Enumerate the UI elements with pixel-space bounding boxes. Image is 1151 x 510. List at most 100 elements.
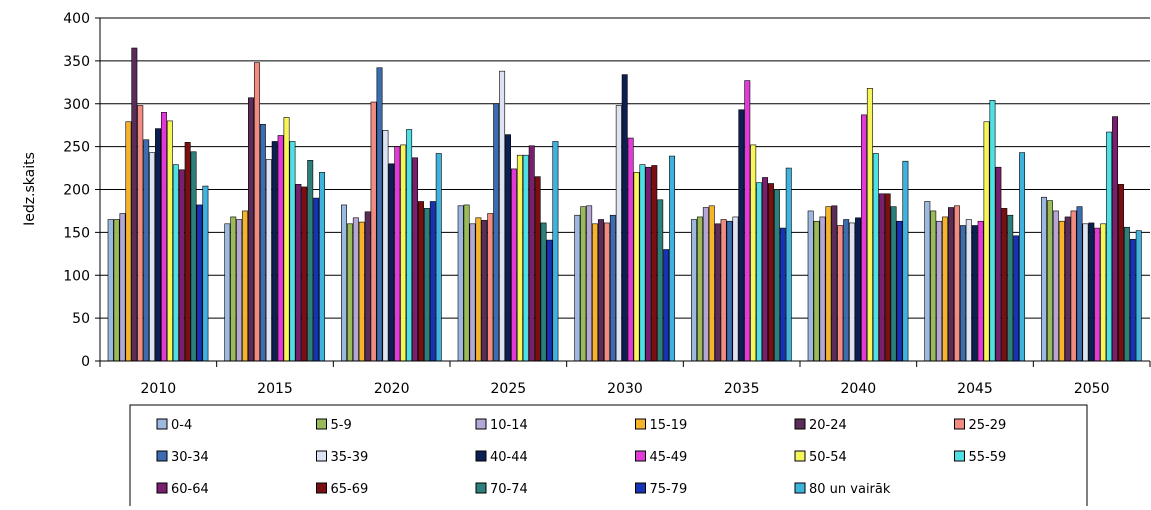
bar (113, 219, 120, 362)
y-tick-label: 200 (63, 183, 90, 199)
bar (1118, 184, 1124, 362)
bar (423, 208, 430, 362)
bar (289, 141, 296, 362)
bar (750, 144, 757, 362)
bar (475, 217, 482, 362)
y-tick-label: 0 (81, 354, 90, 370)
bar (756, 182, 763, 362)
bar (714, 223, 721, 362)
bar (639, 164, 646, 362)
bar (143, 139, 150, 362)
bar (831, 205, 838, 362)
bar (627, 137, 634, 362)
legend-swatch (635, 418, 646, 430)
bar (540, 222, 547, 362)
legend-swatch (954, 418, 965, 430)
legend-swatch (475, 482, 487, 494)
bar (930, 210, 937, 362)
bar (696, 216, 703, 362)
bar (499, 70, 506, 362)
legend-label: 25-29 (969, 418, 1007, 433)
x-tick-label: 2010 (141, 381, 177, 397)
bar (878, 193, 885, 362)
bar (230, 216, 237, 362)
bar (866, 88, 873, 362)
y-tick-label: 150 (63, 225, 90, 241)
bar (516, 154, 523, 362)
bar (1082, 223, 1089, 362)
bar (902, 160, 909, 362)
bar (983, 121, 990, 362)
bar (1100, 223, 1107, 362)
bar (370, 101, 377, 362)
bar (621, 74, 628, 362)
bar (896, 220, 903, 362)
legend-swatch (156, 482, 168, 494)
bar (785, 167, 792, 362)
y-tick-label: 250 (63, 140, 90, 156)
legend-swatch (635, 450, 646, 462)
legend-swatch (794, 418, 806, 430)
bar (184, 142, 191, 362)
bar (1106, 131, 1113, 362)
bar (726, 220, 733, 362)
bar (388, 163, 395, 362)
bar (190, 151, 197, 362)
bar (487, 213, 494, 362)
bar (965, 219, 972, 362)
bar (989, 100, 996, 362)
bar (657, 199, 664, 362)
x-tick-label: 2025 (491, 381, 527, 397)
legend-label: 70-74 (490, 482, 528, 497)
x-tick-label: 2030 (607, 381, 643, 397)
bar (971, 225, 978, 362)
bar (1112, 116, 1119, 362)
bar (860, 114, 867, 362)
bar (429, 201, 436, 362)
legend-label: 45-49 (650, 450, 688, 465)
bar (346, 223, 353, 362)
legend-swatch (316, 482, 327, 494)
bar (837, 225, 844, 362)
legend-label: 0-4 (171, 418, 192, 433)
bar (1135, 230, 1142, 362)
bar (942, 216, 949, 362)
bar (890, 206, 897, 362)
bar (768, 183, 774, 362)
legend-label: 30-34 (171, 450, 209, 465)
bar (301, 186, 308, 362)
bar (242, 210, 249, 362)
bar (283, 117, 290, 362)
x-tick-label: 2035 (724, 381, 760, 397)
bar (948, 207, 954, 362)
bar (1088, 222, 1095, 362)
bar (872, 153, 879, 362)
bar (394, 146, 401, 362)
bar (744, 80, 751, 362)
bar (510, 168, 517, 362)
bar (819, 216, 826, 362)
x-tick-label: 2015 (257, 381, 293, 397)
bar (773, 189, 780, 362)
legend-swatch (316, 418, 327, 430)
x-tick-label: 2045 (957, 381, 993, 397)
bar (412, 157, 419, 362)
bar (1058, 220, 1065, 362)
legend-swatch (316, 450, 327, 462)
legend-label: 60-64 (171, 482, 209, 497)
bar (418, 201, 424, 362)
bar (924, 201, 931, 362)
bar (271, 141, 278, 362)
bar (708, 205, 715, 362)
bar (977, 220, 984, 362)
bar (277, 135, 284, 362)
y-tick-label: 100 (63, 268, 90, 284)
bar (382, 130, 389, 362)
bar (1123, 226, 1130, 362)
bar (352, 217, 359, 362)
bar (1052, 210, 1059, 362)
bar (137, 105, 144, 362)
bar (702, 207, 709, 362)
bar (505, 134, 511, 362)
